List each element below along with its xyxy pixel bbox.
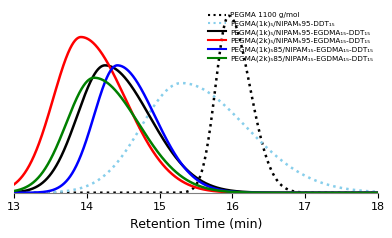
X-axis label: Retention Time (min): Retention Time (min): [130, 218, 262, 231]
Legend: PEGMA 1100 g/mol, PEGMA(1k)₅/NIPAMₕ95-DDT₁₅, PEGMA(1k)₅/NIPAMₕ95-EGDMA₁₅-DDT₁₅, : PEGMA 1100 g/mol, PEGMA(1k)₅/NIPAMₕ95-DD…: [207, 10, 374, 63]
